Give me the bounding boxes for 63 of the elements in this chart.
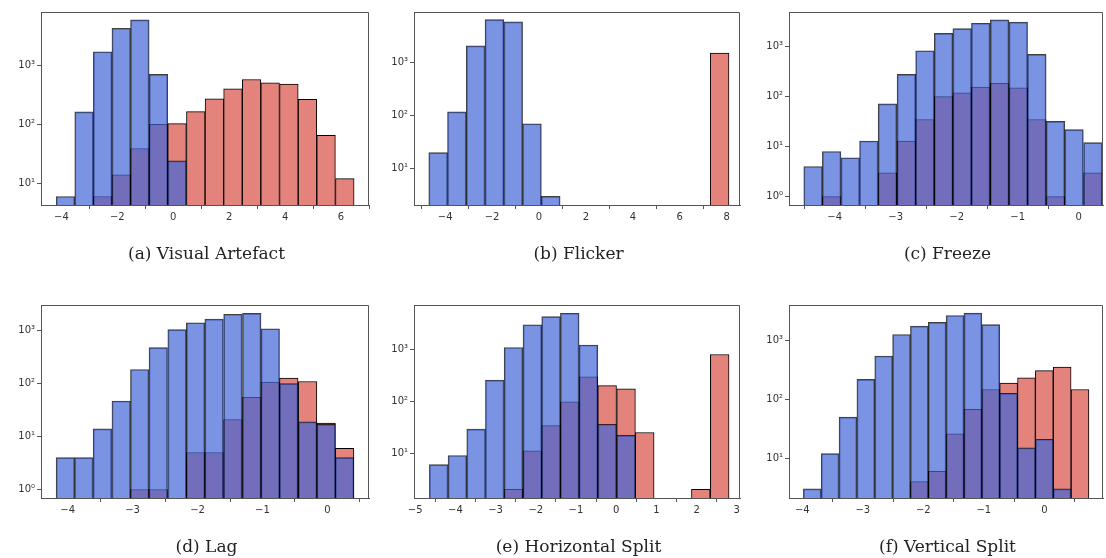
x-tick-label: 3 bbox=[733, 503, 740, 515]
y-tick-label: 10² bbox=[766, 393, 783, 405]
y-tick-label: 10¹ bbox=[391, 446, 408, 458]
x-tick-label: −3 bbox=[855, 503, 871, 515]
y-tick-label: 10¹ bbox=[766, 140, 783, 152]
x-tick-label: −2 bbox=[484, 210, 500, 222]
y-tick-label: 10³ bbox=[766, 334, 783, 346]
x-tick-label: −5 bbox=[407, 503, 423, 515]
x-tick-label: 1 bbox=[653, 503, 660, 515]
x-tick-label: 0 bbox=[535, 210, 543, 222]
x-tick-label: 0 bbox=[324, 503, 331, 515]
text: (e) Horizontal Split bbox=[494, 536, 663, 556]
x-tick-label: −2 bbox=[915, 503, 931, 515]
text: (b) Flicker bbox=[532, 243, 625, 263]
y-tick-label: 10¹ bbox=[391, 162, 408, 174]
x-tick-label: 2 bbox=[582, 210, 590, 222]
x-tick-label: 6 bbox=[676, 210, 683, 222]
y-tick-label: 10⁰ bbox=[766, 190, 783, 202]
x-tick-label: −4 bbox=[437, 210, 453, 222]
x-tick-label: −4 bbox=[60, 503, 75, 515]
x-tick-label: −1 bbox=[255, 503, 270, 515]
y-tick-label: 10³ bbox=[391, 55, 408, 67]
x-tick-label: 0 bbox=[1075, 210, 1082, 222]
x-tick-label: −4 bbox=[54, 210, 69, 222]
x-tick-label: −4 bbox=[794, 503, 810, 515]
x-tick-label: 4 bbox=[629, 210, 637, 222]
x-tick-label: −2 bbox=[109, 210, 125, 222]
y-tick-label: 10² bbox=[391, 394, 408, 406]
x-tick-label: −3 bbox=[488, 503, 503, 515]
y-tick-label: 10² bbox=[766, 90, 783, 102]
y-tick-label: 10² bbox=[18, 117, 35, 129]
x-tick-label: 4 bbox=[281, 210, 289, 222]
x-tick-label: −1 bbox=[976, 503, 992, 515]
y-tick-label: 10¹ bbox=[766, 451, 783, 463]
x-tick-label: 6 bbox=[337, 210, 345, 222]
x-tick-label: −2 bbox=[190, 503, 205, 515]
x-tick-label: 2 bbox=[693, 503, 700, 515]
x-tick-label: −2 bbox=[528, 503, 544, 515]
x-tick-label: −3 bbox=[125, 503, 140, 515]
y-tick-label: 10⁰ bbox=[18, 483, 35, 495]
x-tick-label: 8 bbox=[723, 210, 730, 222]
text: (a) Visual Artefact bbox=[127, 243, 286, 263]
x-tick-label: −4 bbox=[827, 210, 843, 222]
y-tick-label: 10³ bbox=[391, 343, 408, 355]
x-tick-label: 0 bbox=[170, 210, 177, 222]
y-tick-label: 10¹ bbox=[18, 176, 35, 188]
y-tick-label: 10² bbox=[391, 109, 408, 121]
x-tick-label: 0 bbox=[613, 503, 620, 515]
x-tick-label: −2 bbox=[949, 210, 965, 222]
text: (d) Lag bbox=[174, 536, 239, 556]
x-tick-label: 0 bbox=[1041, 503, 1048, 515]
y-tick-label: 10² bbox=[18, 377, 35, 389]
x-tick-label: −1 bbox=[568, 503, 584, 515]
text: (f) Vertical Split bbox=[878, 536, 1017, 556]
text: (c) Freeze bbox=[902, 243, 993, 263]
y-tick-label: 10³ bbox=[18, 324, 35, 336]
y-tick-label: 10¹ bbox=[18, 430, 35, 442]
y-tick-label: 10³ bbox=[766, 40, 783, 52]
x-tick-label: −4 bbox=[448, 503, 463, 515]
x-tick-label: 2 bbox=[226, 210, 233, 222]
x-tick-label: −1 bbox=[1010, 210, 1026, 222]
y-tick-label: 10³ bbox=[18, 58, 35, 70]
x-tick-label: −3 bbox=[888, 210, 904, 222]
